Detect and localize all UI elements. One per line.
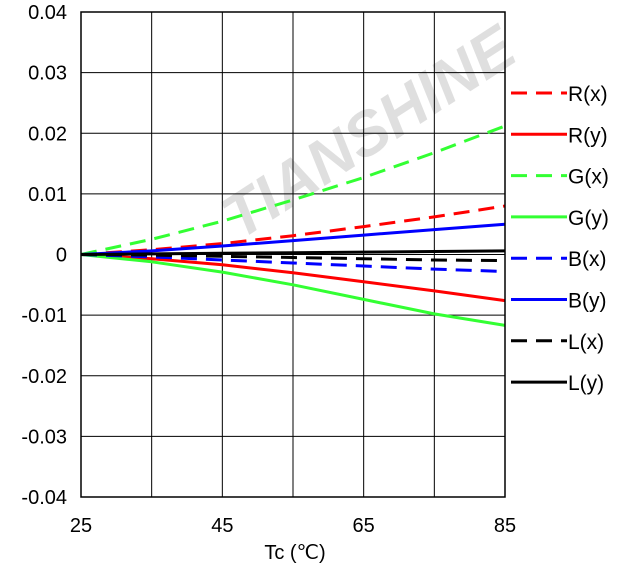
plot-frame <box>80 11 506 498</box>
y-tick-label: 0 <box>56 245 67 267</box>
y-tick-label: 0.03 <box>28 63 67 85</box>
watermark-text: TIANSHINE <box>210 12 529 253</box>
legend-item: B(x) <box>511 248 607 271</box>
legend-label: B(x) <box>568 248 607 271</box>
legend-label: R(x) <box>568 83 608 106</box>
y-tick-label: -0.01 <box>21 305 67 327</box>
x-tick-label: 45 <box>211 515 233 537</box>
legend-item: G(y) <box>511 207 609 230</box>
plot-border <box>80 11 506 498</box>
x-tick-label: 25 <box>70 515 92 537</box>
series-line-gy <box>80 253 506 327</box>
series-line-ry <box>80 253 506 303</box>
legend-label: G(y) <box>568 207 609 230</box>
legend-item: R(x) <box>511 83 608 106</box>
y-tick-label: -0.04 <box>21 487 67 509</box>
x-axis-title: Tc (℃) <box>264 542 325 564</box>
legend-label: G(x) <box>568 166 609 189</box>
watermark: TIANSHINE <box>210 12 529 253</box>
y-axis-ticks: 0.04 0.03 0.02 0.01 0 -0.01 -0.02 -0.03 -0.04 <box>21 2 67 509</box>
legend-item: R(y) <box>511 124 608 147</box>
legend-item: L(x) <box>511 331 604 354</box>
y-tick-label: 0.02 <box>28 123 67 145</box>
legend-label: B(y) <box>568 290 607 313</box>
y-tick-label: -0.02 <box>21 366 67 388</box>
legend: R(x) R(y) G(x) G(y) B(x) B(y) L(x) L(y) <box>511 83 609 395</box>
x-axis-ticks: 25 45 65 85 <box>70 515 516 537</box>
series-line-ly <box>80 249 506 256</box>
plot-series <box>80 124 506 327</box>
x-tick-label: 65 <box>353 515 375 537</box>
series-line-by <box>80 222 506 256</box>
legend-label: R(y) <box>568 124 608 147</box>
legend-label: L(y) <box>568 372 604 395</box>
series-line-rx <box>80 204 506 256</box>
y-tick-label: 0.04 <box>28 2 67 24</box>
series-line-bx <box>80 253 506 273</box>
legend-item: G(x) <box>511 166 609 189</box>
legend-item: L(y) <box>511 372 604 395</box>
legend-item: B(y) <box>511 290 607 313</box>
x-tick-label: 85 <box>494 515 516 537</box>
y-tick-label: 0.01 <box>28 184 67 206</box>
y-tick-label: -0.03 <box>21 426 67 448</box>
legend-label: L(x) <box>568 331 604 354</box>
series-line-lx <box>80 253 506 263</box>
